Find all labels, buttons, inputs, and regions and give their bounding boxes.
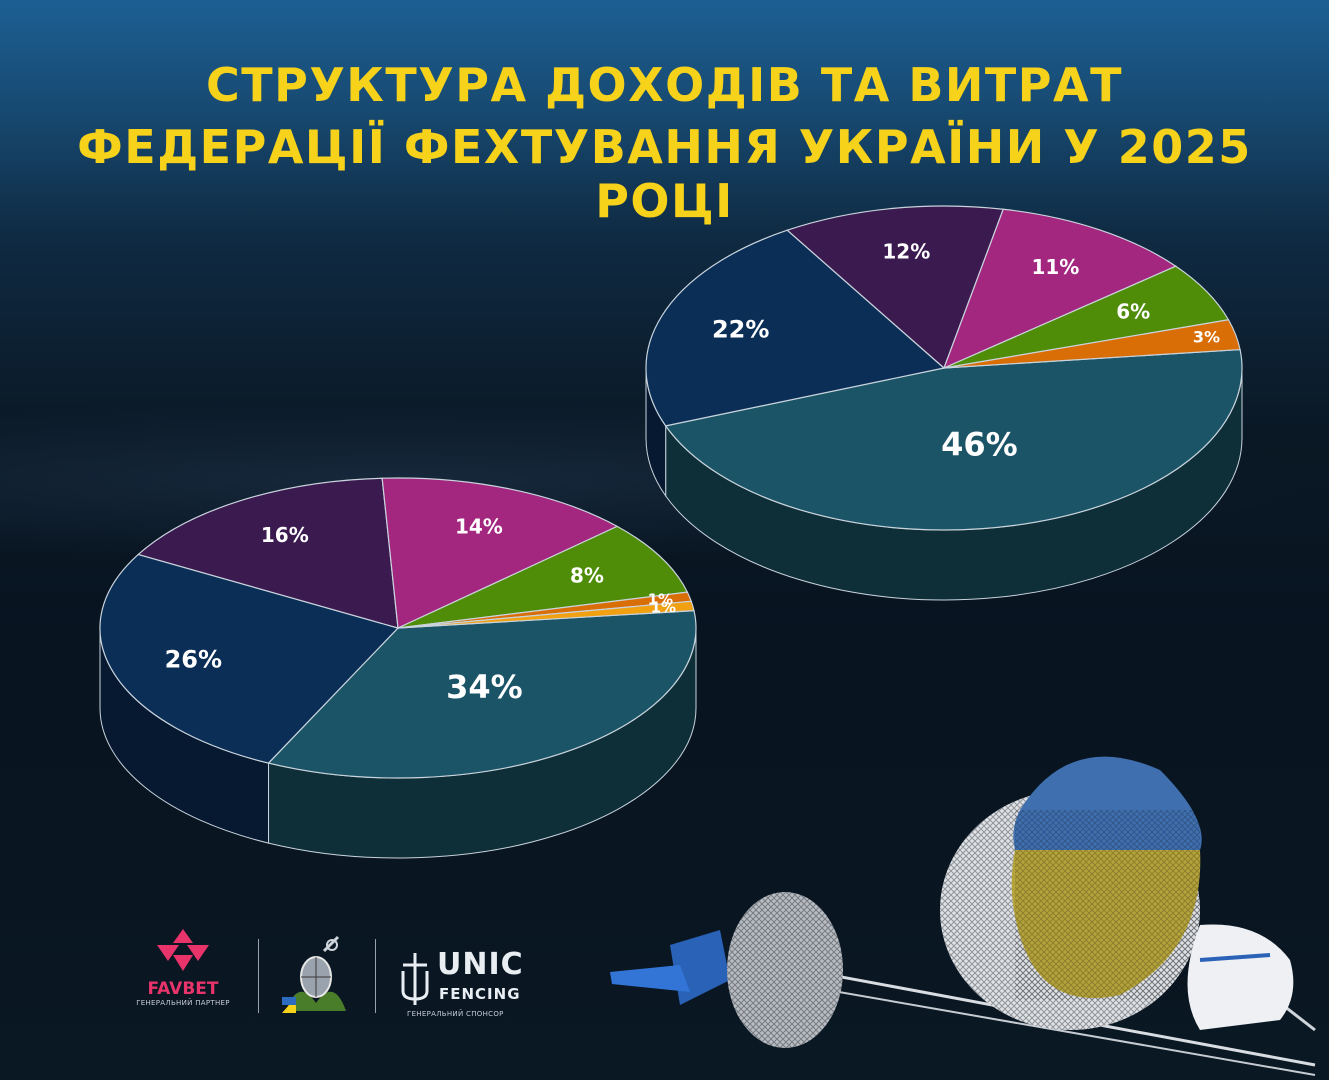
pie1-slice-3 xyxy=(381,477,619,629)
pie-chart-bottom: 34% 26% 16% 14% 8% 1%1% xyxy=(99,477,697,859)
pie0-label-0: 46% xyxy=(941,426,1018,464)
pie0-slice-2 xyxy=(786,205,1005,370)
pie1-slice-6 xyxy=(397,600,695,629)
pie0-slice-1 xyxy=(645,229,946,427)
pie1-label-6: 1% xyxy=(651,599,676,617)
pie-chart-top: 46% 22% 12% 11% 6% 3% xyxy=(645,205,1243,601)
favbet-name: FAVBET xyxy=(147,979,219,999)
pie0-label-1: 22% xyxy=(712,316,769,344)
pie1-label-1: 26% xyxy=(165,645,222,673)
pie0-label-4: 6% xyxy=(1116,300,1150,324)
fencing-masks-image xyxy=(610,756,1316,1076)
logo-divider xyxy=(375,939,376,1013)
unic-caption: ГЕНЕРАЛЬНИЙ СПОНСОР xyxy=(407,1010,504,1018)
pie0-slice-3 xyxy=(942,208,1178,370)
title-line-1: СТРУКТУРА ДОХОДІВ ТА ВИТРАТ xyxy=(205,58,1123,112)
federation-emblem-icon xyxy=(276,933,356,1021)
unic-name: UNIC xyxy=(437,947,524,982)
pie0-label-2: 12% xyxy=(882,240,930,264)
pie0-slice-0 xyxy=(664,348,1243,531)
unic-subname: FENCING xyxy=(439,985,521,1003)
pie0-label-5: 3% xyxy=(1193,327,1220,346)
unic-mark-icon xyxy=(401,953,429,1005)
pie1-label-0: 34% xyxy=(446,668,523,706)
title-line-2: ФЕДЕРАЦІЇ ФЕХТУВАННЯ УКРАЇНИ У 2025 РОЦІ xyxy=(77,120,1252,228)
favbet-mark-icon xyxy=(157,929,209,971)
pie1-label-2: 16% xyxy=(261,523,309,547)
pie1-slice-4 xyxy=(397,525,689,629)
pie1-label-3: 14% xyxy=(455,515,503,539)
pie1-label-4: 8% xyxy=(570,563,604,587)
pie0-slice-5 xyxy=(943,319,1241,369)
logo-divider xyxy=(258,939,259,1013)
pie1-slice-1 xyxy=(99,553,400,764)
pie0-label-3: 11% xyxy=(1031,255,1079,279)
favbet-caption: ГЕНЕРАЛЬНИЙ ПАРТНЕР xyxy=(136,999,230,1007)
pie1-slice-2 xyxy=(137,477,399,629)
pie1-label-5: 1% xyxy=(648,590,673,608)
favbet-logo: FAVBET ГЕНЕРАЛЬНИЙ ПАРТНЕР xyxy=(128,925,238,1007)
